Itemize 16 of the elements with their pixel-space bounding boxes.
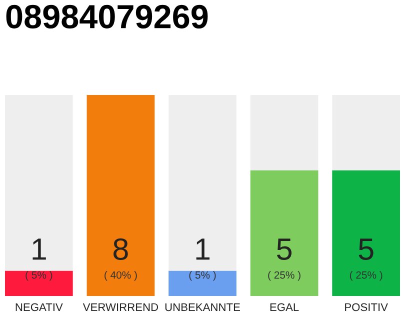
annotation: ( 25% ) xyxy=(268,271,300,281)
data-label: 1 xyxy=(196,238,210,260)
annotation: ( 5% ) xyxy=(189,271,216,281)
annotation: ( 5% ) xyxy=(26,271,52,281)
x-tick-label: EGAL xyxy=(270,303,299,312)
chart-title: 08984079269 xyxy=(6,4,208,28)
data-label: 5 xyxy=(277,238,292,260)
x-tick-label: UNBEKANNTE xyxy=(165,303,240,312)
data-label: 1 xyxy=(32,238,46,260)
x-tick-label: POSITIV xyxy=(345,303,388,312)
annotation: ( 40% ) xyxy=(104,271,137,281)
data-label: 8 xyxy=(114,238,128,260)
data-label: 5 xyxy=(358,238,374,260)
annotation: ( 25% ) xyxy=(350,271,382,281)
x-tick-label: NEGATIV xyxy=(16,303,63,312)
x-tick-label: VERWIRREND xyxy=(82,303,158,311)
